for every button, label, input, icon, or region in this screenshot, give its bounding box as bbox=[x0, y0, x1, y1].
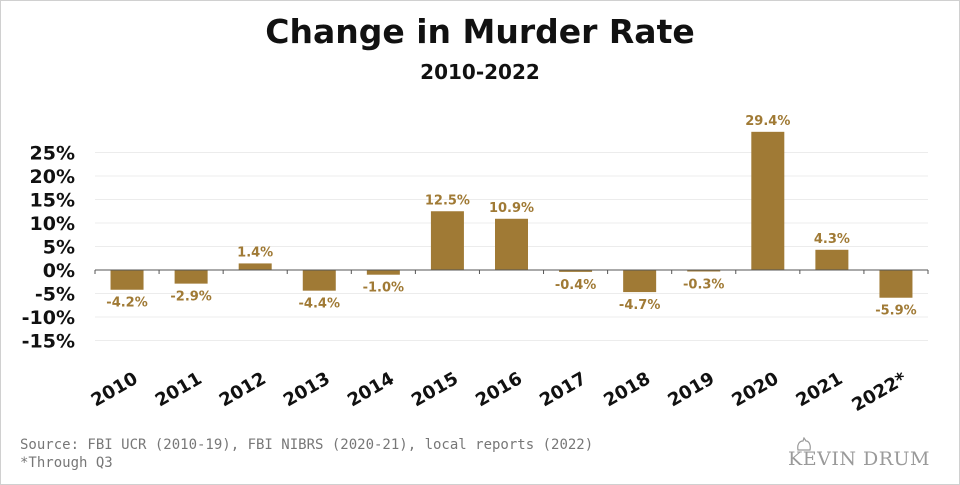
bar bbox=[110, 270, 144, 290]
y-tick-label: 25% bbox=[30, 143, 75, 165]
cat-logo-icon bbox=[797, 437, 811, 451]
y-tick-label: 20% bbox=[30, 166, 75, 188]
bar bbox=[879, 270, 913, 298]
x-tick-label: 2015 bbox=[408, 368, 462, 411]
bar bbox=[751, 131, 785, 270]
data-label: -4.4% bbox=[299, 297, 340, 312]
y-tick-label: -5% bbox=[35, 284, 75, 306]
y-tick-label: 5% bbox=[43, 237, 75, 259]
x-tick-label: 2010 bbox=[88, 368, 142, 411]
data-label: 1.4% bbox=[237, 245, 273, 260]
bar bbox=[559, 270, 593, 272]
data-label: -4.2% bbox=[106, 296, 147, 311]
bar bbox=[366, 270, 400, 275]
bar bbox=[430, 211, 464, 270]
data-label: -1.0% bbox=[363, 281, 404, 296]
chart-title: Change in Murder Rate bbox=[265, 12, 695, 51]
bar bbox=[238, 263, 272, 270]
y-tick-label: 0% bbox=[43, 260, 75, 282]
x-tick-label: 2016 bbox=[472, 368, 526, 411]
x-tick-label: 2014 bbox=[344, 368, 398, 411]
x-tick-label: 2017 bbox=[536, 368, 590, 411]
bar bbox=[302, 270, 336, 291]
y-tick-label: 10% bbox=[30, 213, 75, 235]
bar bbox=[687, 270, 721, 272]
data-label: 12.5% bbox=[425, 193, 470, 208]
bar bbox=[815, 249, 849, 270]
data-label: -5.9% bbox=[875, 304, 916, 319]
data-label: 4.3% bbox=[814, 232, 850, 247]
data-label: 10.9% bbox=[489, 201, 534, 216]
x-tick-label: 2012 bbox=[216, 368, 270, 411]
x-tick-label: 2018 bbox=[600, 368, 654, 411]
x-tick-label: 2022* bbox=[848, 368, 911, 416]
brand-logo: KEVIN DRUM bbox=[788, 448, 930, 470]
bar-chart: 25%20%15%10%5%0%-5%-10%-15% -4.2% 2010 -2.9… bbox=[22, 114, 929, 416]
y-tick-label: 15% bbox=[30, 190, 75, 212]
x-tick-label: 2013 bbox=[280, 368, 334, 411]
x-tick-label: 2019 bbox=[664, 368, 718, 411]
data-label: -0.4% bbox=[555, 278, 596, 293]
source-text: Source: FBI UCR (2010-19), FBI NIBRS (20… bbox=[20, 437, 594, 453]
data-label: -0.3% bbox=[683, 277, 724, 292]
x-tick-label: 2020 bbox=[728, 368, 782, 411]
data-label: 29.4% bbox=[745, 114, 790, 129]
data-label: -2.9% bbox=[170, 290, 211, 305]
bar bbox=[174, 270, 208, 284]
data-label: -4.7% bbox=[619, 298, 660, 313]
y-tick-label: -10% bbox=[22, 307, 75, 329]
bar bbox=[623, 270, 657, 293]
chart-subtitle: 2010-2022 bbox=[420, 60, 540, 84]
x-tick-label: 2011 bbox=[152, 368, 206, 411]
source-note: Source: FBI UCR (2010-19), FBI NIBRS (20… bbox=[20, 436, 593, 472]
x-tick-label: 2021 bbox=[792, 368, 846, 411]
bar bbox=[495, 218, 528, 270]
y-tick-label: -15% bbox=[22, 331, 75, 353]
footnote-text: *Through Q3 bbox=[20, 455, 113, 471]
